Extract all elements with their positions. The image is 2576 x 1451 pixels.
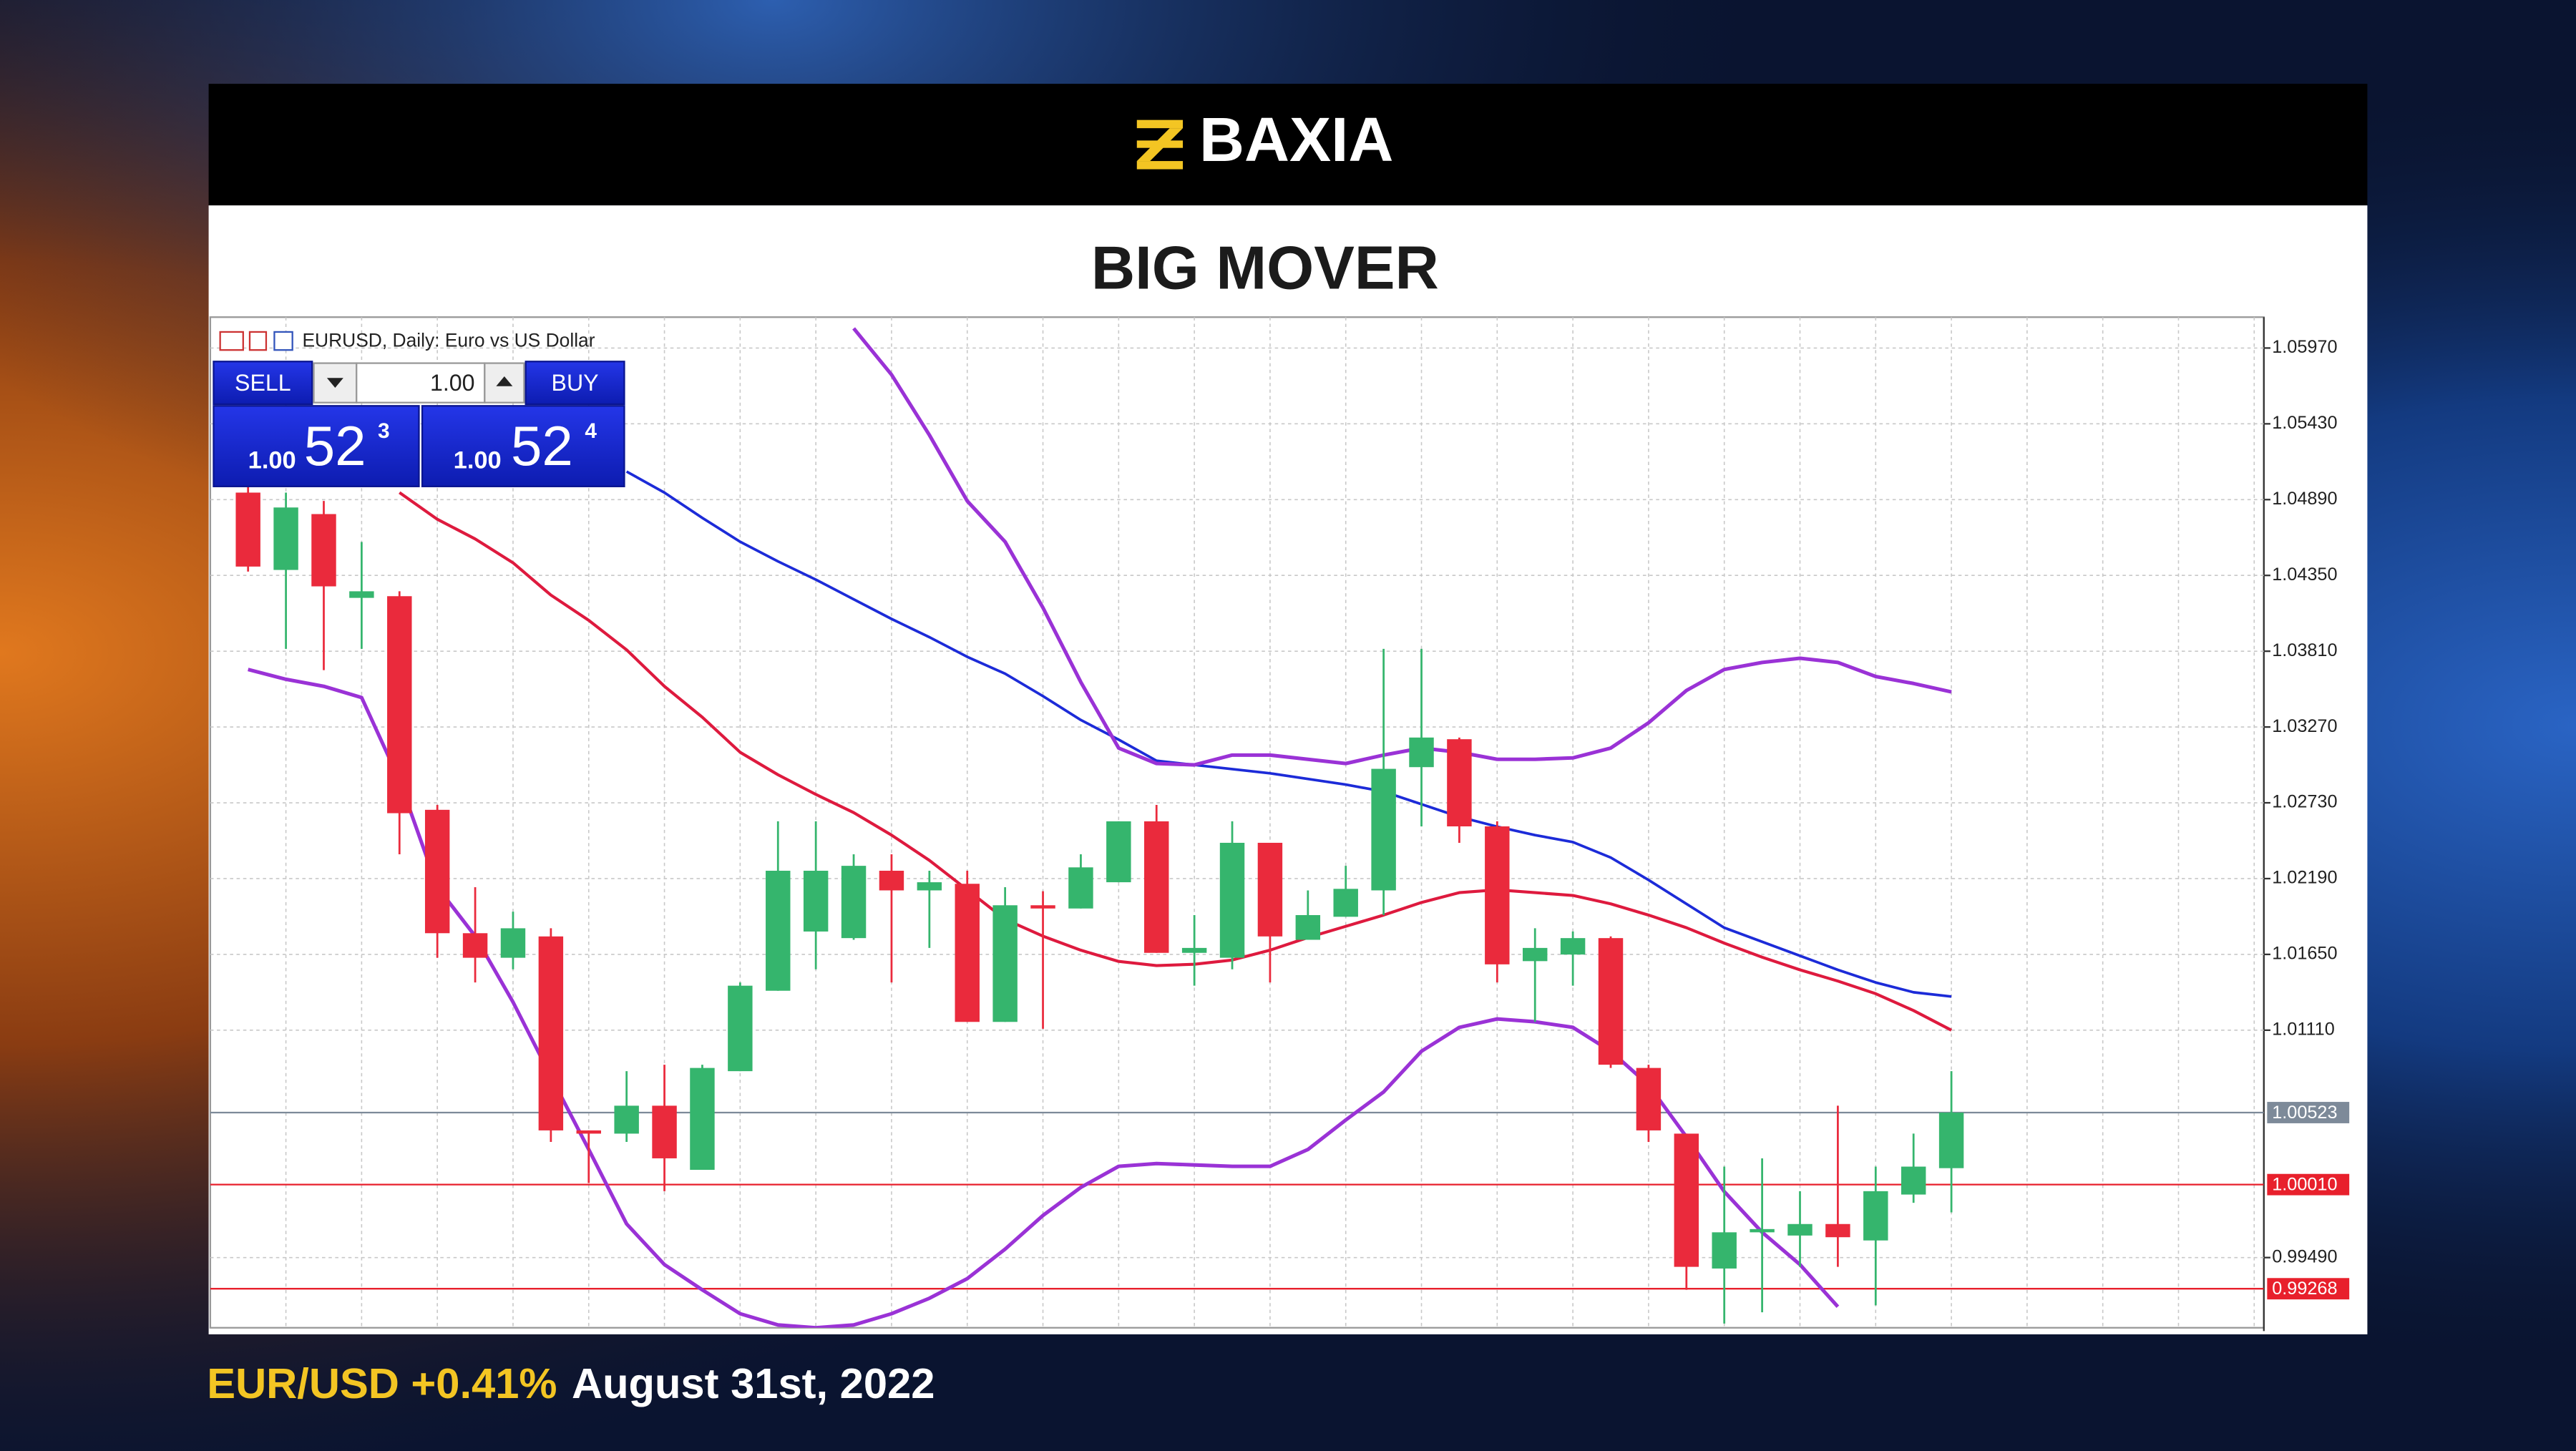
candle-body: [1901, 1166, 1926, 1195]
pair-change: EUR/USD +0.41%: [207, 1359, 557, 1407]
y-tick-label: 1.05430: [2272, 413, 2337, 433]
indicator-line: [248, 668, 1840, 1328]
page-title: BIG MOVER: [1091, 235, 1439, 303]
candle-body: [690, 1068, 715, 1171]
candle-body: [1447, 739, 1472, 826]
plot: [210, 327, 2264, 1328]
candle-body: [1257, 842, 1283, 937]
y-tick-label: 1.05970: [2272, 337, 2337, 357]
candle-body: [1333, 889, 1358, 917]
candle-body: [1106, 821, 1131, 883]
candle-body: [1295, 914, 1321, 940]
candle-body: [766, 870, 791, 991]
candle-body: [1938, 1113, 1964, 1168]
y-tick-label: 1.01650: [2272, 944, 2337, 964]
candle-body: [424, 809, 450, 934]
candle-body: [500, 928, 526, 958]
sell-label: SELL: [235, 370, 291, 396]
y-tick-label: 1.02730: [2272, 792, 2337, 812]
price-label: 1.00010: [2272, 1174, 2337, 1194]
candle-body: [1068, 867, 1093, 909]
candle-body: [1409, 737, 1434, 768]
candle-body: [614, 1105, 639, 1134]
y-tick-label: 1.04350: [2272, 565, 2337, 585]
sell-button[interactable]: [213, 361, 313, 406]
candle-body: [387, 596, 412, 814]
bid-prefix: 1.00: [248, 446, 296, 474]
indicator-line: [625, 470, 1952, 998]
candle-body: [1598, 938, 1624, 1065]
buy-button[interactable]: [525, 361, 625, 406]
indicator-line: [399, 491, 1953, 1032]
candle-body: [955, 884, 980, 1022]
buy-label: BUY: [552, 370, 599, 396]
candle-body: [1181, 947, 1207, 953]
candle-body: [311, 514, 336, 587]
ask-pips: 52: [511, 414, 573, 477]
candle-body: [1560, 938, 1586, 955]
candle-body: [1030, 905, 1055, 909]
bid-fraction: 3: [378, 419, 390, 443]
brand-name: BAXIA: [1199, 105, 1393, 175]
y-tick-label: 1.03810: [2272, 640, 2337, 660]
candle-body: [1144, 821, 1169, 953]
ask-prefix: 1.00: [454, 446, 502, 474]
y-tick-label: 1.04890: [2272, 489, 2337, 509]
bid-pips: 52: [304, 414, 366, 477]
candle-body: [576, 1130, 601, 1134]
brand-logo: [1136, 119, 1184, 170]
chart-header: EURUSD, Daily: Euro vs US Dollar: [219, 330, 595, 351]
chart-title: EURUSD, Daily: Euro vs US Dollar: [302, 330, 595, 351]
candle-body: [1219, 842, 1245, 958]
volume-value: 1.00: [430, 370, 475, 396]
candle-body: [917, 882, 942, 891]
trade-panel: SELL 1.00 BUY 1.00 52 3 1.00 52 4: [213, 361, 625, 487]
ask-box[interactable]: [421, 405, 625, 487]
volume-input[interactable]: [356, 362, 486, 404]
candle-body: [1485, 826, 1510, 964]
bid-box[interactable]: [213, 405, 420, 487]
price-label: 1.00523: [2272, 1103, 2337, 1123]
candle-body: [728, 985, 753, 1072]
y-tick-label: 1.01110: [2272, 1020, 2335, 1040]
candle-body: [1825, 1223, 1850, 1238]
volume-up-arrow: [496, 376, 513, 386]
indicator-line: [852, 327, 1952, 767]
candle-body: [992, 905, 1018, 1022]
candle-body: [273, 507, 298, 570]
candle-body: [349, 591, 374, 598]
candle-body: [1371, 768, 1396, 891]
volume-down-arrow: [326, 378, 343, 389]
date: August 31st, 2022: [572, 1359, 935, 1407]
y-tick-label: 1.03270: [2272, 716, 2337, 736]
candle-body: [1787, 1223, 1813, 1236]
price-label: 0.99268: [2272, 1279, 2337, 1299]
candle-body: [1674, 1133, 1699, 1267]
candle-body: [235, 492, 260, 567]
candle-body: [879, 870, 904, 891]
price-axis: 1.05970 1.05430 1.04890 1.04350 1.03810 1.032…: [2263, 337, 2350, 1300]
y-tick-label: 0.99490: [2272, 1246, 2337, 1266]
candle-body: [652, 1105, 677, 1158]
price-label-box: [2267, 1173, 2350, 1196]
candle-body: [803, 870, 829, 932]
candle-body: [1863, 1191, 1888, 1241]
candle-body: [1522, 947, 1548, 962]
price-label-box: [2267, 1278, 2350, 1300]
y-tick-label: 1.02190: [2272, 868, 2337, 888]
candle-body: [841, 866, 867, 939]
brand-bar: [208, 84, 2368, 206]
price-label-box: [2267, 1102, 2350, 1123]
candle-body: [462, 933, 488, 958]
ask-fraction: 4: [585, 419, 597, 443]
candle-body: [538, 936, 564, 1130]
candle-body: [1712, 1232, 1737, 1269]
candle-body: [1636, 1068, 1662, 1130]
candle-body: [1750, 1228, 1775, 1233]
